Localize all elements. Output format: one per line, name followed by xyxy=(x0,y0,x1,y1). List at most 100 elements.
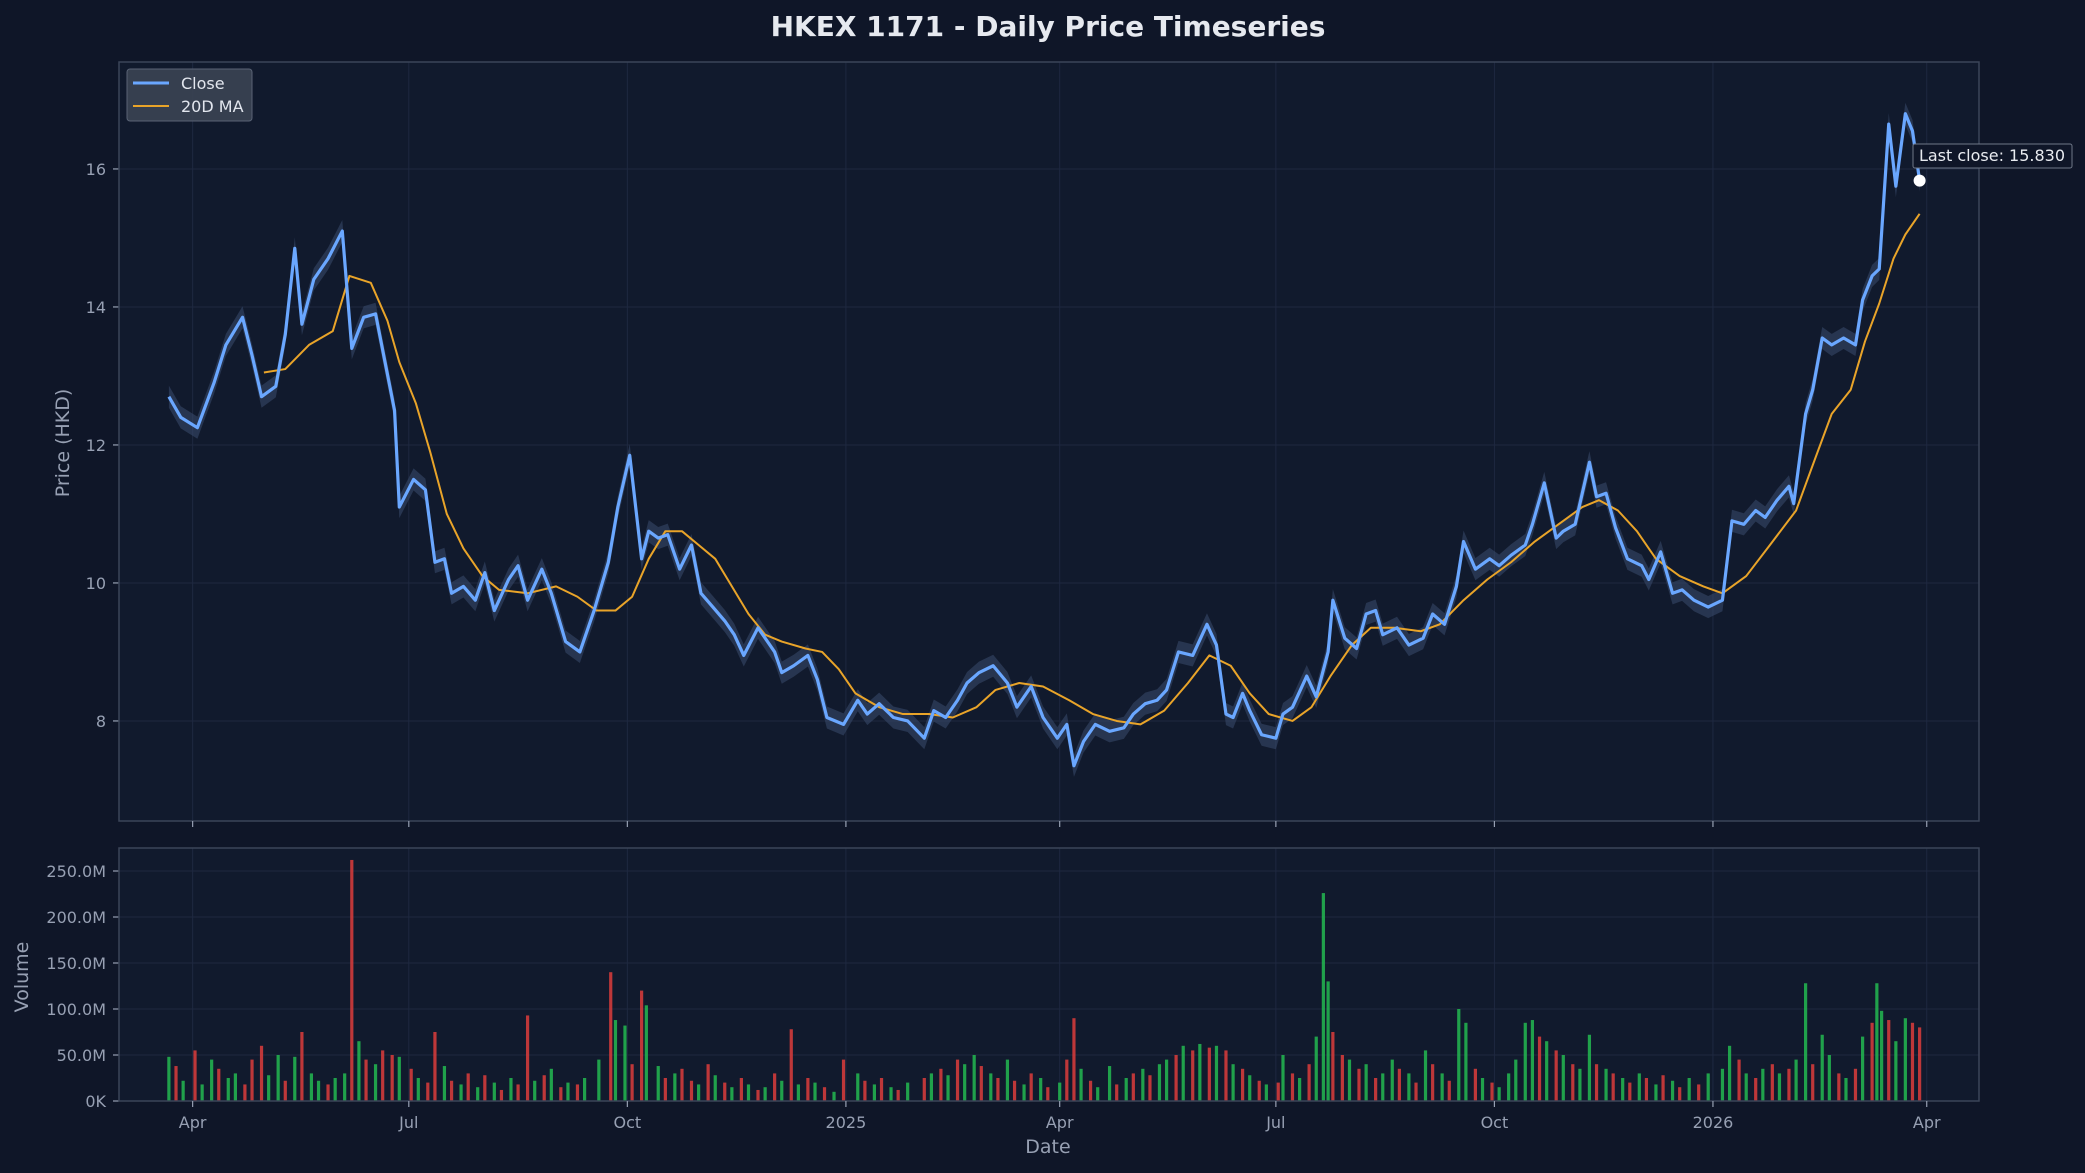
volume-bar xyxy=(1298,1078,1302,1101)
volume-bar xyxy=(922,1078,926,1101)
volume-bar xyxy=(1853,1068,1858,1101)
volume-bar xyxy=(343,1073,347,1101)
volume-bar xyxy=(357,1041,361,1101)
x-tick-label: Apr xyxy=(179,1113,207,1132)
volume-bar xyxy=(167,1056,171,1101)
volume-bar xyxy=(459,1084,463,1101)
volume-bar xyxy=(499,1089,504,1101)
volume-bar xyxy=(1720,1068,1725,1101)
last-close-annotation: Last close: 15.830 xyxy=(1912,143,2073,169)
volume-bar xyxy=(476,1087,480,1101)
volume-y-tick-label: 0K xyxy=(85,1092,106,1111)
last-close-label: Last close: 15.830 xyxy=(1919,146,2065,165)
volume-bar xyxy=(644,1005,648,1101)
volume-bar xyxy=(1397,1068,1401,1101)
price-panel: 8 10 12 14 16 xyxy=(86,61,1980,822)
volume-bar xyxy=(1096,1087,1100,1101)
volume-bar xyxy=(226,1078,230,1101)
volume-bar xyxy=(1604,1068,1608,1101)
volume-bar xyxy=(1587,1034,1592,1101)
volume-bar xyxy=(1628,1082,1632,1101)
volume-bar xyxy=(1803,983,1808,1101)
volume-panel: 0K 50.0M 100.0M 150.0M 200.0M 250.0M xyxy=(46,847,1980,1111)
volume-bar xyxy=(739,1078,743,1101)
volume-bar xyxy=(1264,1084,1268,1101)
volume-bar xyxy=(640,990,644,1101)
volume-bar xyxy=(1022,1084,1026,1101)
volume-bar xyxy=(350,859,354,1101)
volume-bar xyxy=(525,1015,530,1101)
volume-bar xyxy=(1307,1064,1311,1101)
volume-bar xyxy=(1447,1080,1451,1101)
volume-bar xyxy=(390,1055,394,1101)
volume-bar xyxy=(1530,1020,1535,1101)
volume-bar xyxy=(1314,1036,1318,1101)
legend-ma-label: 20D MA xyxy=(181,97,244,116)
volume-bar xyxy=(1407,1073,1411,1101)
volume-bar xyxy=(1374,1078,1378,1101)
volume-plot-area xyxy=(119,848,1979,1101)
volume-bar xyxy=(730,1087,734,1101)
volume-bar xyxy=(832,1091,836,1101)
x-tick-label: Apr xyxy=(1913,1113,1941,1132)
volume-bar xyxy=(946,1075,950,1101)
volume-bar xyxy=(1594,1064,1599,1101)
volume-bar xyxy=(1058,1082,1062,1101)
x-tick-label: 2026 xyxy=(1693,1113,1734,1132)
volume-bar xyxy=(1029,1073,1033,1101)
volume-bar xyxy=(1523,1022,1527,1101)
volume-bar xyxy=(1431,1064,1435,1101)
volume-bar xyxy=(1670,1080,1675,1101)
volume-bar xyxy=(689,1080,694,1101)
volume-bar xyxy=(1770,1064,1774,1101)
volume-bar xyxy=(276,1055,280,1101)
volume-axis-label: Volume xyxy=(11,942,33,1013)
volume-bar xyxy=(1571,1064,1575,1101)
volume-panel-frame xyxy=(118,847,1980,1102)
volume-bar xyxy=(466,1073,470,1101)
volume-bar xyxy=(442,1066,447,1101)
volume-bar xyxy=(200,1084,204,1101)
volume-bar xyxy=(1637,1073,1641,1101)
volume-bar xyxy=(773,1073,777,1101)
volume-bar xyxy=(780,1080,784,1101)
volume-bar xyxy=(1079,1068,1083,1101)
volume-bar xyxy=(1787,1068,1791,1101)
volume-bar xyxy=(1903,1018,1907,1101)
volume-bar xyxy=(381,1050,385,1101)
volume-bar xyxy=(1514,1059,1518,1101)
volume-bar xyxy=(1148,1075,1152,1101)
volume-bar xyxy=(1578,1068,1582,1101)
volume-bar xyxy=(706,1064,710,1101)
volume-bar xyxy=(1678,1087,1682,1101)
volume-bar xyxy=(889,1087,893,1101)
volume-bar xyxy=(174,1066,178,1101)
volume-bar xyxy=(896,1089,900,1101)
volume-bar xyxy=(566,1082,570,1101)
volume-y-tick-label: 50.0M xyxy=(57,1046,106,1065)
volume-bar xyxy=(233,1073,237,1101)
volume-bar xyxy=(409,1068,413,1101)
price-y-tick-label: 8 xyxy=(96,712,106,731)
volume-bar xyxy=(673,1073,677,1101)
volume-bar xyxy=(1390,1059,1394,1101)
volume-bar xyxy=(449,1080,454,1101)
close-price-line xyxy=(167,112,1922,768)
volume-bar xyxy=(1364,1064,1368,1101)
volume-bar xyxy=(996,1078,1000,1101)
volume-bar xyxy=(1727,1045,1732,1101)
volume-bar xyxy=(1490,1082,1494,1101)
volume-bar xyxy=(609,972,613,1101)
volume-bar xyxy=(1440,1073,1444,1101)
volume-bar xyxy=(680,1068,684,1101)
volume-bar xyxy=(326,1084,330,1101)
volume-bar xyxy=(1875,983,1879,1101)
volume-bar xyxy=(656,1066,660,1101)
volume-bar xyxy=(1381,1073,1385,1101)
volume-bar xyxy=(542,1075,546,1101)
volume-bar xyxy=(1887,1020,1891,1101)
volume-bar xyxy=(250,1059,254,1101)
volume-bar xyxy=(955,1059,960,1101)
volume-bar xyxy=(723,1082,727,1101)
volume-bar xyxy=(989,1073,993,1101)
